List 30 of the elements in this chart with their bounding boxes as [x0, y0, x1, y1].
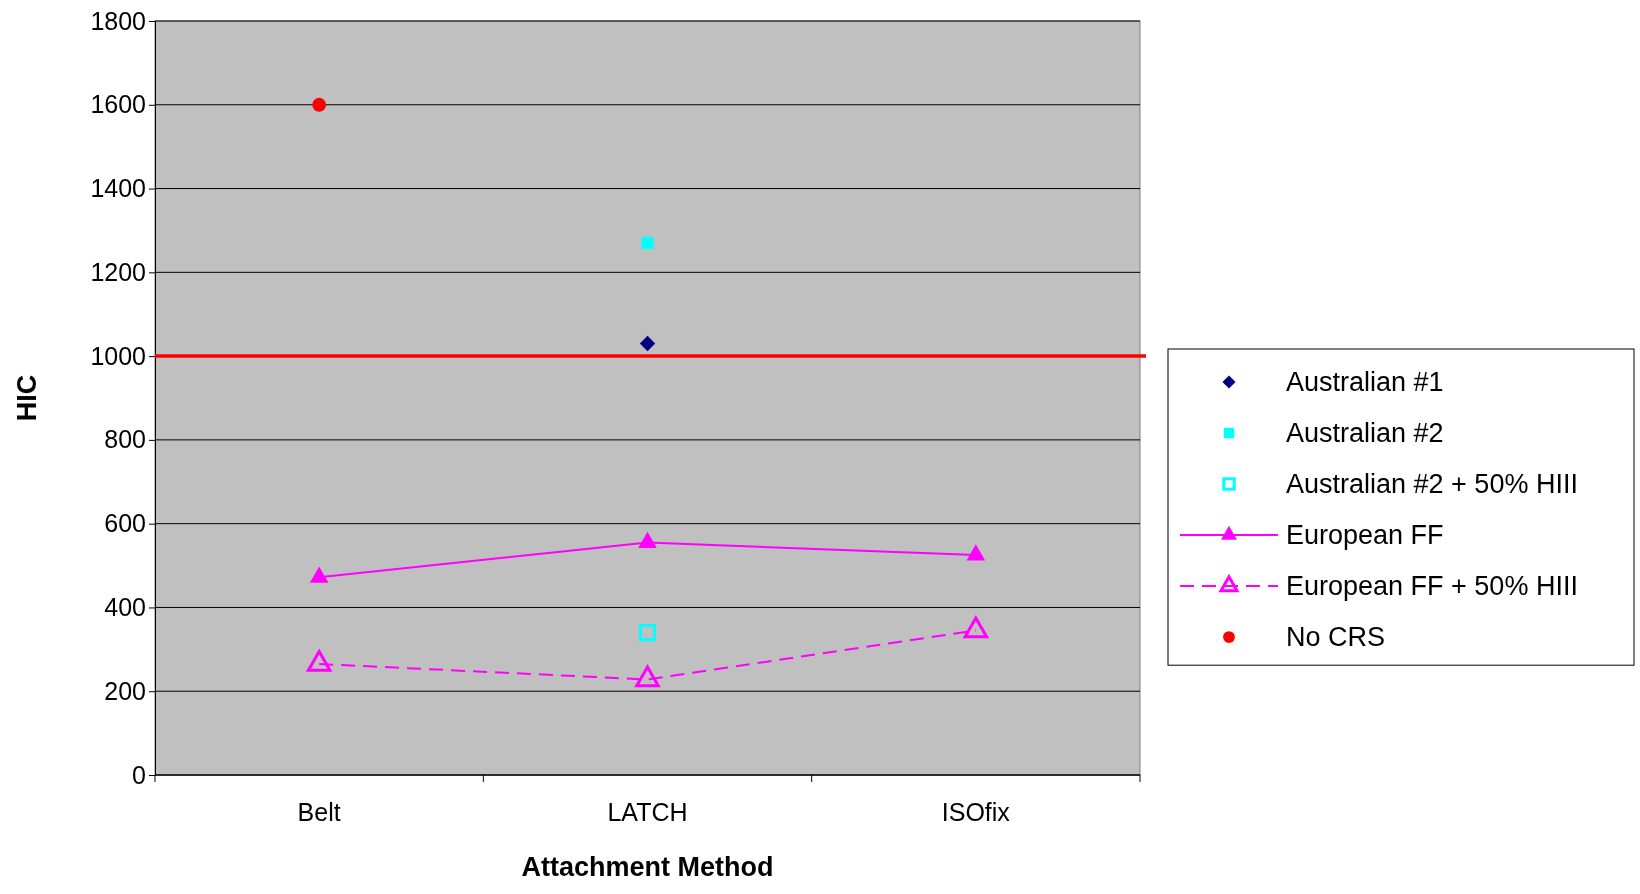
- y-tick-label: 1200: [90, 257, 146, 286]
- x-axis-title: Attachment Method: [521, 852, 774, 882]
- y-tick-label: 1800: [90, 6, 146, 35]
- legend-label: Australian #2: [1286, 418, 1444, 449]
- point: [635, 665, 660, 688]
- point: [639, 335, 656, 352]
- point: [312, 97, 327, 112]
- x-tick-label: ISOfix: [941, 798, 1011, 826]
- point: [966, 544, 986, 561]
- y-tick-label: 600: [104, 509, 146, 538]
- x-tick-label: LATCH: [607, 798, 688, 826]
- x-tick-label: Belt: [297, 798, 341, 826]
- legend-label: Australian #1: [1286, 367, 1444, 398]
- legend-label: European FF + 50% HIII: [1286, 571, 1578, 602]
- legend-label: No CRS: [1286, 622, 1386, 653]
- y-tick-label: 400: [104, 592, 146, 621]
- y-tick-label: 800: [104, 425, 146, 454]
- y-tick-label: 1000: [90, 341, 146, 370]
- point: [638, 531, 657, 548]
- y-tick-label: 0: [132, 760, 146, 789]
- point: [641, 236, 654, 250]
- y-tick-label: 1400: [90, 174, 146, 203]
- legend-label: Australian #2 + 50% HIII: [1286, 469, 1578, 500]
- legend-label: European FF: [1286, 520, 1444, 551]
- point: [963, 616, 989, 639]
- y-tick-label: 200: [104, 676, 146, 705]
- y-axis-title: HIC: [12, 374, 42, 422]
- point: [306, 650, 332, 672]
- point: [309, 566, 329, 583]
- y-tick-label: 1600: [90, 90, 146, 119]
